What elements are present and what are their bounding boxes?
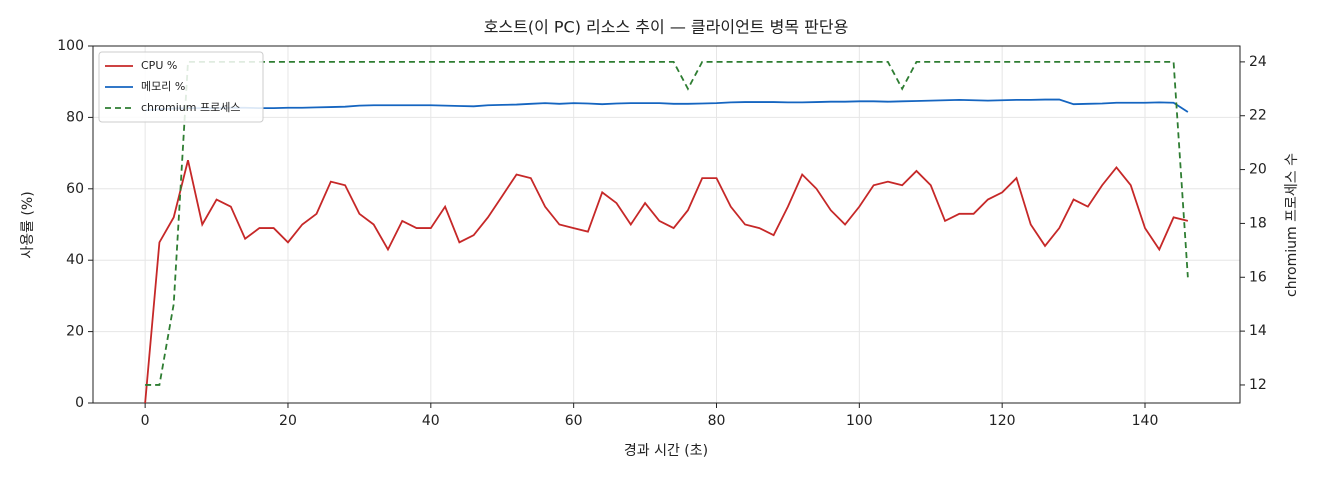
y-tick-label: 80 xyxy=(66,109,84,125)
y-tick-label: 0 xyxy=(75,395,84,411)
x-tick-label: 120 xyxy=(989,413,1016,429)
y2-axis-label: chromium 프로세스 수 xyxy=(1284,153,1300,297)
y2-tick-label: 24 xyxy=(1249,54,1267,70)
y-tick-label: 60 xyxy=(66,181,84,197)
series-line xyxy=(144,160,1189,404)
y-axis-label: 사용률 (%) xyxy=(20,191,36,258)
x-axis-label: 경과 시간 (초) xyxy=(624,443,708,459)
plot-frame xyxy=(92,45,1241,404)
legend-label: 메모리 % xyxy=(141,80,185,93)
x-tick-label: 60 xyxy=(565,413,583,429)
y2-tick-label: 20 xyxy=(1249,162,1267,178)
y2-tick-label: 14 xyxy=(1249,323,1267,339)
chart-title: 호스트(이 PC) 리소스 추이 — 클라이언트 병목 판단용 xyxy=(484,18,849,37)
x-tick-label: 80 xyxy=(708,413,726,429)
y2-tick-label: 16 xyxy=(1249,269,1267,285)
y-tick-label: 20 xyxy=(66,324,84,340)
x-tick-label: 140 xyxy=(1132,413,1159,429)
y2-tick-label: 22 xyxy=(1249,108,1267,124)
legend-label: chromium 프로세스 xyxy=(141,101,240,114)
legend-label: CPU % xyxy=(141,59,177,72)
x-tick-label: 100 xyxy=(846,413,873,429)
x-tick-label: 20 xyxy=(279,413,297,429)
y2-tick-label: 18 xyxy=(1249,215,1267,231)
y-tick-label: 100 xyxy=(57,38,84,54)
y-tick-label: 40 xyxy=(66,252,84,268)
series-line xyxy=(145,60,1189,386)
legend-box xyxy=(98,51,264,123)
x-tick-label: 40 xyxy=(422,413,440,429)
x-tick-label: 0 xyxy=(141,413,150,429)
series-line xyxy=(145,98,1189,113)
y2-tick-label: 12 xyxy=(1249,377,1267,393)
